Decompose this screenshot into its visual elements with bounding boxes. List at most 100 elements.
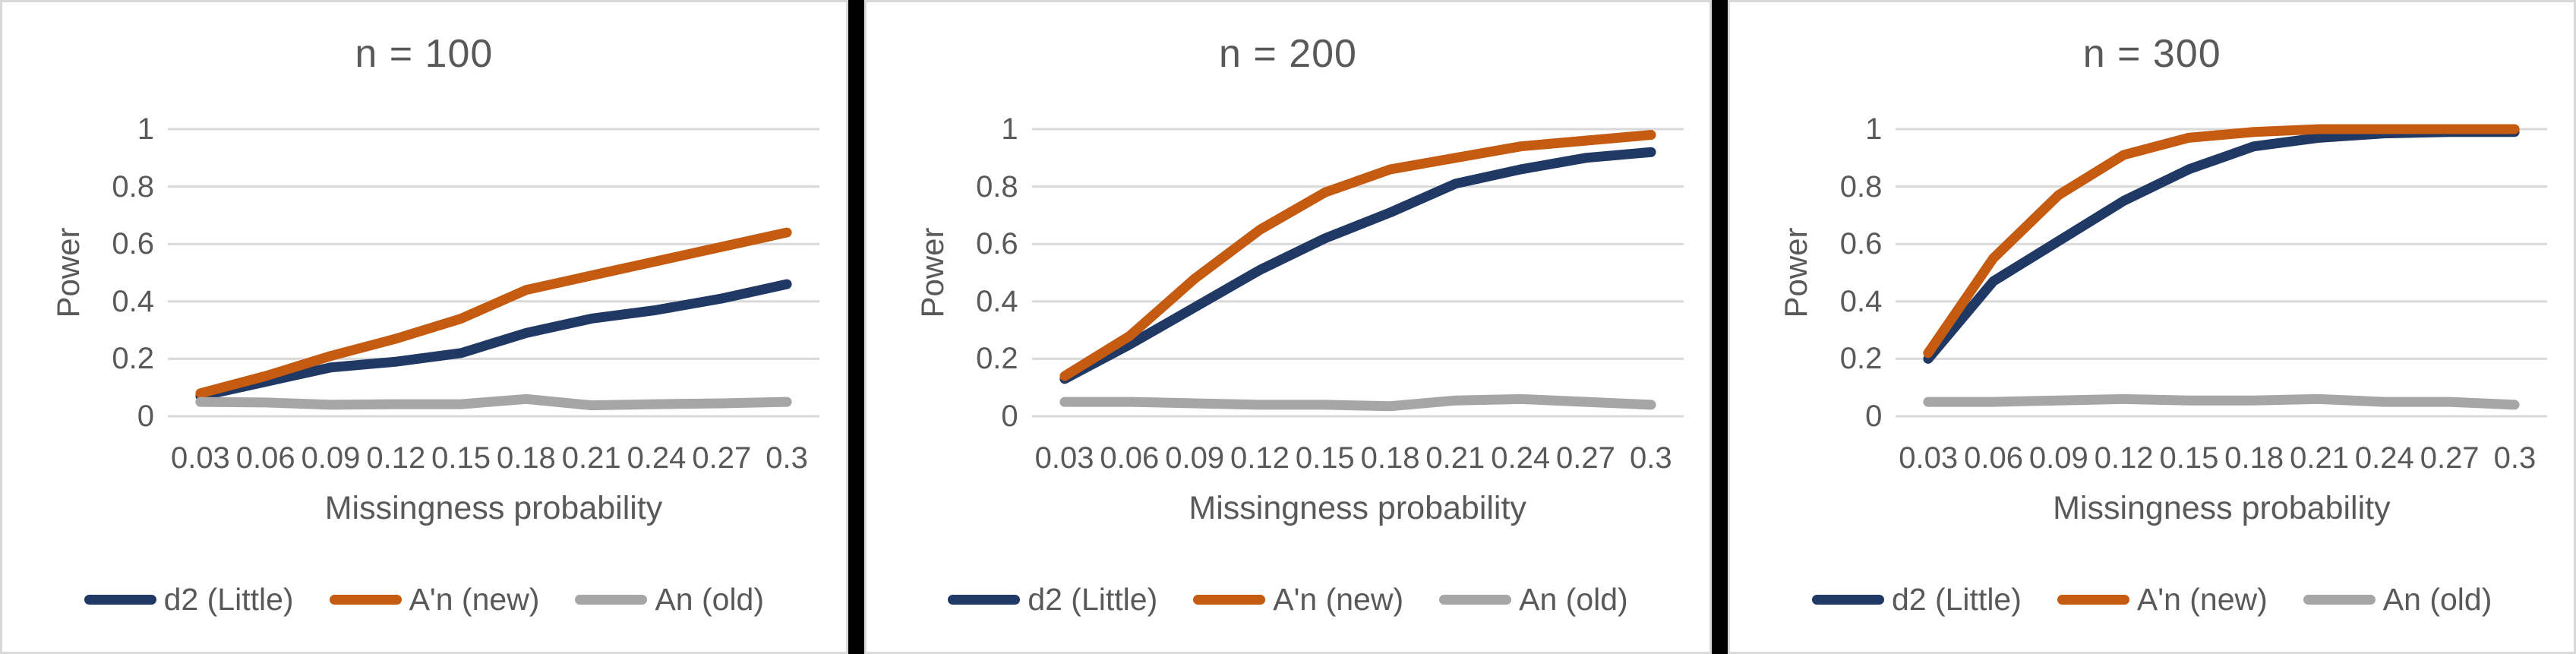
series-line-an-old	[195, 393, 792, 411]
legend-entry-d2-little: d2 (Little)	[1811, 581, 2022, 618]
y-axis-tick-label: 0	[137, 400, 154, 433]
chart-title: n = 200	[1219, 32, 1357, 76]
legend-label: A'n (new)	[1273, 581, 1404, 617]
x-axis-tick-label: 0.21	[561, 441, 621, 475]
legend-line-marker	[1439, 594, 1512, 605]
legend-line-marker	[84, 594, 156, 605]
x-axis-tick-label: 0.3	[766, 441, 808, 475]
y-axis-tick-label: 1	[1001, 112, 1018, 146]
y-axis-tick-label: 0.8	[976, 169, 1018, 204]
legend-entry-a-n-new: A'n (new)	[1193, 582, 1403, 618]
x-axis-tick-label: 0.12	[2094, 441, 2154, 475]
panel-divider	[848, 0, 864, 654]
x-axis-tick-label: 0.06	[235, 441, 295, 475]
x-axis-tick-label: 0.09	[1165, 441, 1225, 475]
x-axis-tick-label: 0.21	[2290, 441, 2349, 475]
panel-divider	[1712, 0, 1728, 654]
legend-line-marker	[948, 594, 1021, 605]
legend-label: A'n (new)	[2136, 581, 2268, 617]
legend-label: d2 (Little)	[1028, 581, 1158, 617]
series-line-an-old	[1923, 393, 2520, 410]
legend-entry-d2-little: d2 (Little)	[84, 582, 294, 618]
x-axis-tick-label: 0.18	[496, 441, 556, 475]
legend-entry-a-n-new: A'n (new)	[329, 582, 539, 618]
y-axis-tick-label: 0.4	[1839, 284, 1883, 318]
x-axis-tick-label: 0.24	[1491, 441, 1551, 475]
x-axis-tick-label: 0.15	[1295, 441, 1355, 475]
y-axis-tick-label: 0.6	[1839, 227, 1883, 261]
legend-line-marker	[2303, 594, 2376, 605]
y-axis-tick-label: 0.2	[1839, 342, 1883, 376]
series-line-d2-little	[1059, 147, 1656, 384]
chart-title: n = 100	[355, 32, 494, 76]
x-axis-tick-label: 0.24	[627, 441, 687, 475]
legend-line-marker	[575, 594, 648, 605]
legend-entry-a-n-new: A'n (new)	[2057, 582, 2268, 618]
x-axis-tick-label: 0.09	[2028, 441, 2088, 475]
y-axis-tick-label: 0.2	[112, 342, 154, 376]
series-line-d2-little	[195, 279, 792, 402]
series-line-a-n-new	[1923, 124, 2520, 359]
y-axis-tick-label: 0.8	[112, 169, 154, 204]
plot-svg	[1896, 124, 2548, 418]
x-axis-tick-label: 0.21	[1425, 441, 1485, 475]
x-axis-tick-label: 0.3	[1629, 441, 1672, 475]
plot-area	[1031, 128, 1684, 418]
chart-panel-n300: n = 300 Power Missingness probability d2…	[1728, 0, 2576, 654]
legend-label: d2 (Little)	[1891, 581, 2022, 617]
y-axis-tick-label: 0	[1001, 400, 1018, 433]
x-axis-tick-label: 0.06	[1100, 441, 1160, 475]
y-axis-tick-label: 0.6	[976, 227, 1018, 261]
legend-line-marker	[1193, 594, 1266, 605]
series-line-a-n-new	[1059, 130, 1656, 381]
x-axis-tick-label: 0.15	[431, 441, 491, 475]
legend-label: An (old)	[2382, 581, 2492, 617]
plot-area	[168, 128, 819, 418]
legend-line-marker	[2057, 594, 2129, 605]
chart-legend: d2 (Little) A'n (new) An (old)	[1730, 580, 2574, 619]
y-axis-tick-label: 1	[1865, 112, 1883, 146]
x-axis-tick-label: 0.06	[1964, 441, 2023, 475]
legend-line-marker	[1811, 594, 1884, 605]
legend-entry-an-old: An (old)	[2303, 582, 2492, 618]
x-axis-title: Missingness probability	[2053, 490, 2391, 526]
series-line-an-old	[1059, 393, 1656, 412]
x-axis-tick-label: 0.27	[692, 441, 752, 475]
x-axis-tick-label: 0.09	[301, 441, 361, 475]
legend-entry-d2-little: d2 (Little)	[948, 582, 1157, 618]
chart-panel-n100: n = 100 Power Missingness probability d2…	[0, 0, 848, 654]
y-axis-tick-label: 0.6	[112, 227, 154, 261]
series-line-a-n-new	[195, 227, 792, 399]
x-axis-tick-label: 0.12	[1230, 441, 1290, 475]
chart-legend: d2 (Little) A'n (new) An (old)	[2, 580, 846, 619]
x-axis-tick-label: 0.27	[1556, 441, 1615, 475]
legend-label: An (old)	[655, 581, 765, 617]
legend-entry-an-old: An (old)	[575, 582, 764, 618]
x-axis-tick-label: 0.03	[1034, 441, 1094, 475]
x-axis-title: Missingness probability	[1189, 490, 1526, 526]
y-axis-tick-label: 0.8	[1839, 169, 1883, 204]
y-axis-tick-label: 1	[137, 112, 154, 146]
x-axis-tick-label: 0.24	[2354, 441, 2414, 475]
x-axis-tick-label: 0.18	[2224, 441, 2284, 475]
legend-line-marker	[329, 594, 402, 605]
x-axis-tick-label: 0.15	[2159, 441, 2219, 475]
x-axis-title: Missingness probability	[324, 490, 663, 526]
chart-panel-n200: n = 200 Power Missingness probability d2…	[863, 0, 1713, 654]
x-axis-tick-label: 0.12	[366, 441, 426, 475]
plot-svg	[168, 128, 819, 418]
series-line-d2-little	[1923, 127, 2520, 364]
chart-title: n = 300	[2082, 32, 2221, 76]
y-axis-tick-label: 0.4	[112, 284, 154, 318]
y-axis-tick-label: 0.4	[976, 284, 1018, 318]
plot-svg	[1031, 128, 1684, 418]
y-axis-tick-label: 0	[1865, 400, 1883, 433]
x-axis-tick-label: 0.03	[1899, 441, 1959, 475]
y-axis-tick-label: 0.2	[976, 342, 1018, 376]
legend-label: An (old)	[1519, 581, 1628, 617]
x-axis-tick-label: 0.18	[1360, 441, 1420, 475]
legend-entry-an-old: An (old)	[1439, 582, 1628, 618]
chart-legend: d2 (Little) A'n (new) An (old)	[867, 580, 1710, 619]
x-axis-tick-label: 0.03	[170, 441, 230, 475]
